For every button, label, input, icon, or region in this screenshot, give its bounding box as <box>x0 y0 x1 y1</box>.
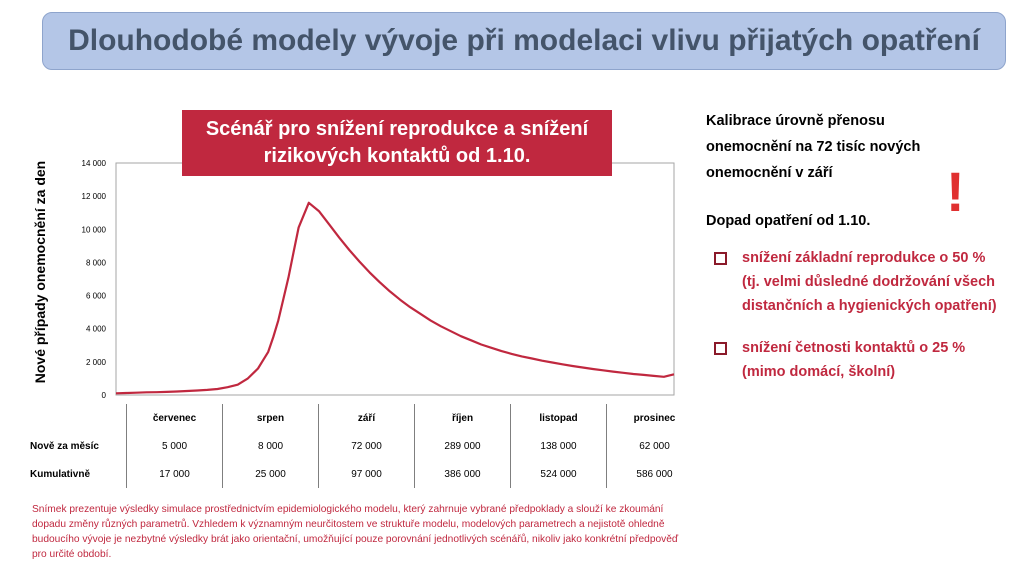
y-tick-label: 6 000 <box>86 292 107 301</box>
list-item: snížení četnosti kontaktů o 25 % (mimo d… <box>714 336 1004 384</box>
scenario-line-1: Scénář pro snížení reprodukce a snížení <box>205 118 589 140</box>
month-header: prosinec <box>606 404 702 432</box>
month-header: listopad <box>510 404 607 432</box>
checkbox-bullet-icon <box>714 252 727 265</box>
series-line <box>115 201 675 395</box>
table-cell: 62 000 <box>606 432 702 460</box>
table-cell: 524 000 <box>510 460 607 488</box>
checkbox-bullet-icon <box>714 342 727 355</box>
table-cell: 5 000 <box>126 432 223 460</box>
y-tick-label: 12 000 <box>82 192 107 201</box>
title-banner: Dlouhodobé modely vývoje při modelaci vl… <box>42 12 1006 70</box>
table-header-row: červenec srpen září říjen listopad prosi… <box>20 404 702 432</box>
calibration-line: onemocnění na 72 tisíc nových <box>706 139 921 155</box>
y-tick-label: 0 <box>102 391 107 400</box>
scenario-line-2: rizikových kontaktů od 1.10. <box>263 145 531 167</box>
scenario-box: Scénář pro snížení reprodukce a snížení … <box>182 110 612 176</box>
y-tick-label: 14 000 <box>82 159 107 168</box>
table-corner <box>20 404 127 432</box>
monthly-table: červenec srpen září říjen listopad prosi… <box>20 404 702 488</box>
calibration-line: Kalibrace úrovně přenosu <box>706 113 885 129</box>
footnote: Snímek prezentuje výsledky simulace pros… <box>32 504 679 560</box>
month-header: říjen <box>414 404 511 432</box>
table-cell: 386 000 <box>414 460 511 488</box>
table-row: Nově za měsíc 5 000 8 000 72 000 289 000… <box>20 432 702 460</box>
table-cell: 72 000 <box>318 432 415 460</box>
table-cell: 8 000 <box>222 432 319 460</box>
table-row: Kumulativně 17 000 25 000 97 000 386 000… <box>20 460 702 488</box>
table-cell: 289 000 <box>414 432 511 460</box>
y-tick-label: 2 000 <box>86 358 107 367</box>
month-header: září <box>318 404 415 432</box>
bullet-text: snížení základní reprodukce o 50 % (tj. … <box>742 250 997 314</box>
calibration-line: onemocnění v září <box>706 165 833 181</box>
row-label: Nově za měsíc <box>30 440 99 452</box>
exclamation-mark: ! <box>946 160 965 223</box>
y-tick-label: 4 000 <box>86 325 107 334</box>
page-title: Dlouhodobé modely vývoje při modelaci vl… <box>68 24 980 57</box>
measures-list: snížení základní reprodukce o 50 % (tj. … <box>714 246 1004 402</box>
plot-area <box>115 162 675 396</box>
y-tick-label: 8 000 <box>86 258 107 267</box>
table-cell: 97 000 <box>318 460 415 488</box>
list-item: snížení základní reprodukce o 50 % (tj. … <box>714 246 1004 318</box>
series-group <box>115 201 675 395</box>
table-cell: 138 000 <box>510 432 607 460</box>
bullet-text: snížení četnosti kontaktů o 25 % (mimo d… <box>742 340 966 380</box>
month-header: srpen <box>222 404 319 432</box>
row-label: Kumulativně <box>30 468 91 480</box>
table-cell: 586 000 <box>606 460 702 488</box>
table-cell: 25 000 <box>222 460 319 488</box>
impact-heading: Dopad opatření od 1.10. <box>706 213 871 229</box>
month-header: červenec <box>126 404 223 432</box>
table-cell: 17 000 <box>126 460 223 488</box>
calibration-panel: Kalibrace úrovně přenosu onemocnění na 7… <box>706 108 1006 234</box>
y-tick-label: 10 000 <box>82 225 107 234</box>
y-axis-label: Nové případy onemocnění za den <box>32 160 48 384</box>
y-axis: 14 000 12 000 10 000 8 000 6 000 4 000 2 000 0 <box>82 159 107 400</box>
